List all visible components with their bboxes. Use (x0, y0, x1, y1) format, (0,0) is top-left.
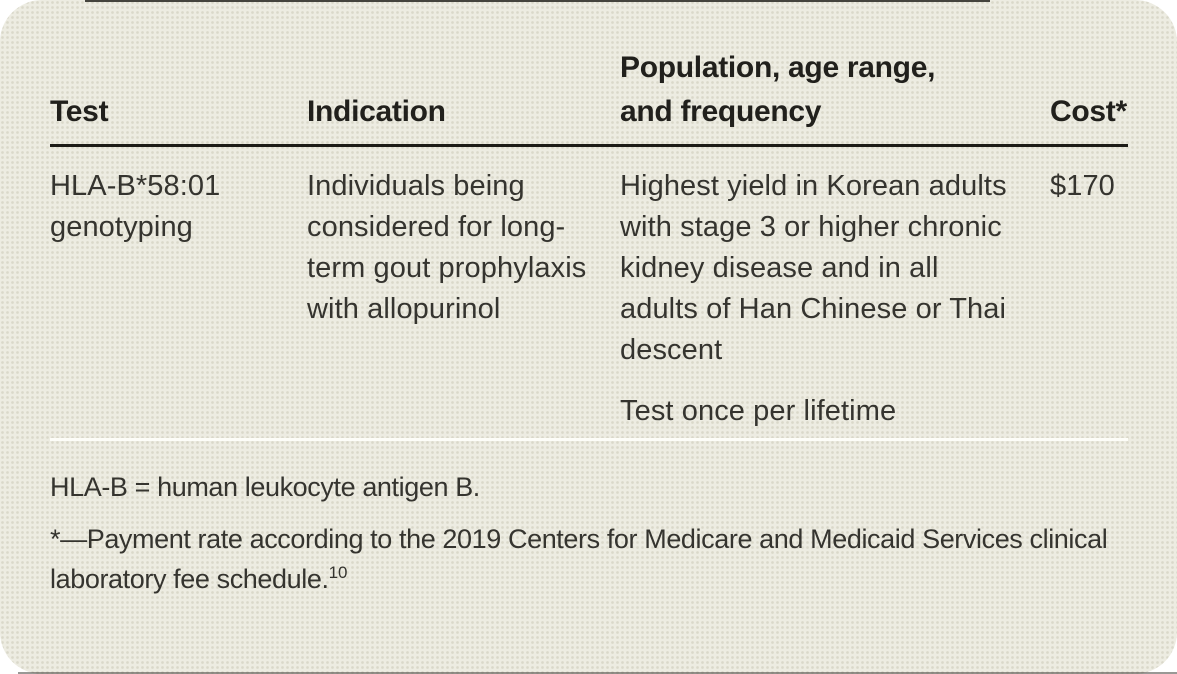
population-paragraph-2: Test once per lifetime (620, 395, 897, 427)
cell-cost: $170 (1050, 170, 1115, 202)
citation-ref: 10 (328, 563, 348, 582)
header-rule (50, 144, 1128, 147)
footnote-abbreviation: HLA-B = human leukocyte antigen B. (50, 472, 480, 502)
cell-test: HLA-B*58:01 genotyping (50, 170, 221, 243)
column-header-population: Population, age range, and frequency (620, 51, 936, 128)
top-crop-line (85, 0, 990, 2)
footnote-cost-text: *—Payment rate according to the 2019 Cen… (50, 524, 1108, 594)
cell-indication: Individuals being considered for long-te… (307, 170, 587, 325)
bottom-crop-line (18, 672, 1177, 674)
cell-population: Highest yield in Korean adults with stag… (620, 166, 1050, 432)
column-header-indication: Indication (307, 95, 446, 128)
footnotes: HLA-B = human leukocyte antigen B. *—Pay… (50, 467, 1128, 599)
footnote-cost-source: *—Payment rate according to the 2019 Cen… (50, 519, 1128, 599)
column-header-test: Test (50, 95, 109, 128)
table-header-row: Test Indication Population, age range, a… (50, 46, 1128, 134)
table-row: HLA-B*58:01 genotyping Individuals being… (50, 166, 1128, 432)
population-paragraph-1: Highest yield in Korean adults with stag… (620, 170, 1007, 366)
column-header-cost: Cost* (1050, 95, 1127, 128)
footer-rule (50, 438, 1128, 441)
